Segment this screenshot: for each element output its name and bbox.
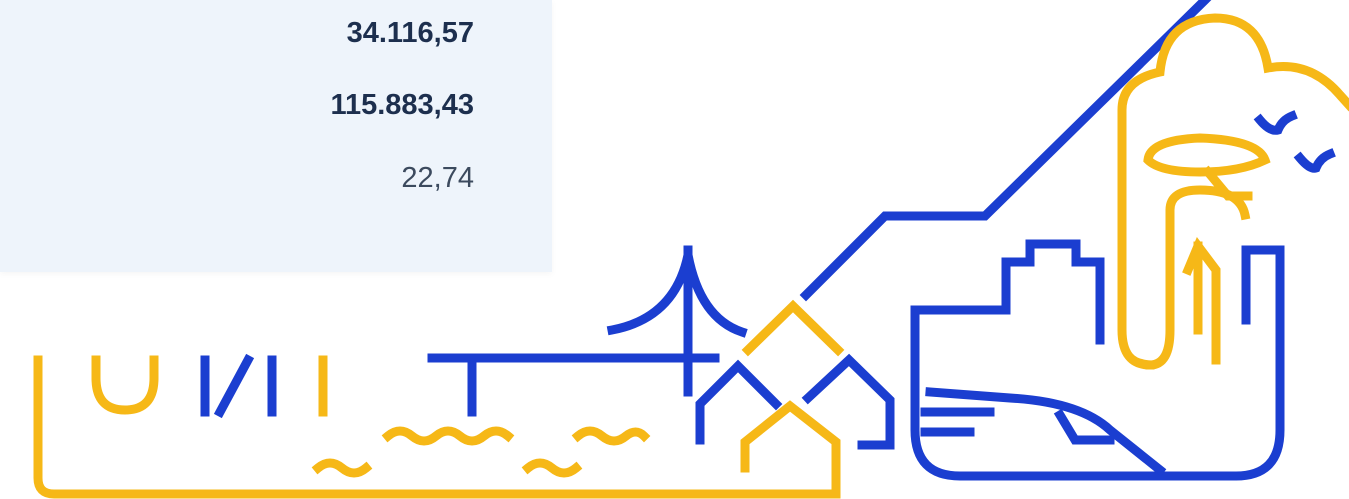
bridge: [612, 255, 742, 332]
waves: [388, 431, 508, 441]
page: 34.116,57 115.883,43 22,74: [0, 0, 1349, 499]
city-illustration: [0, 0, 1349, 499]
waves: [318, 463, 366, 473]
building: [1188, 246, 1216, 360]
letter: [96, 360, 154, 410]
cloud: [1148, 138, 1265, 172]
bird: [1300, 154, 1330, 168]
roof: [748, 306, 838, 350]
waves: [528, 463, 576, 473]
letter: [205, 360, 272, 412]
building: [915, 244, 1100, 340]
bird: [1260, 116, 1292, 130]
line: [806, 0, 1205, 295]
waves: [578, 431, 644, 441]
